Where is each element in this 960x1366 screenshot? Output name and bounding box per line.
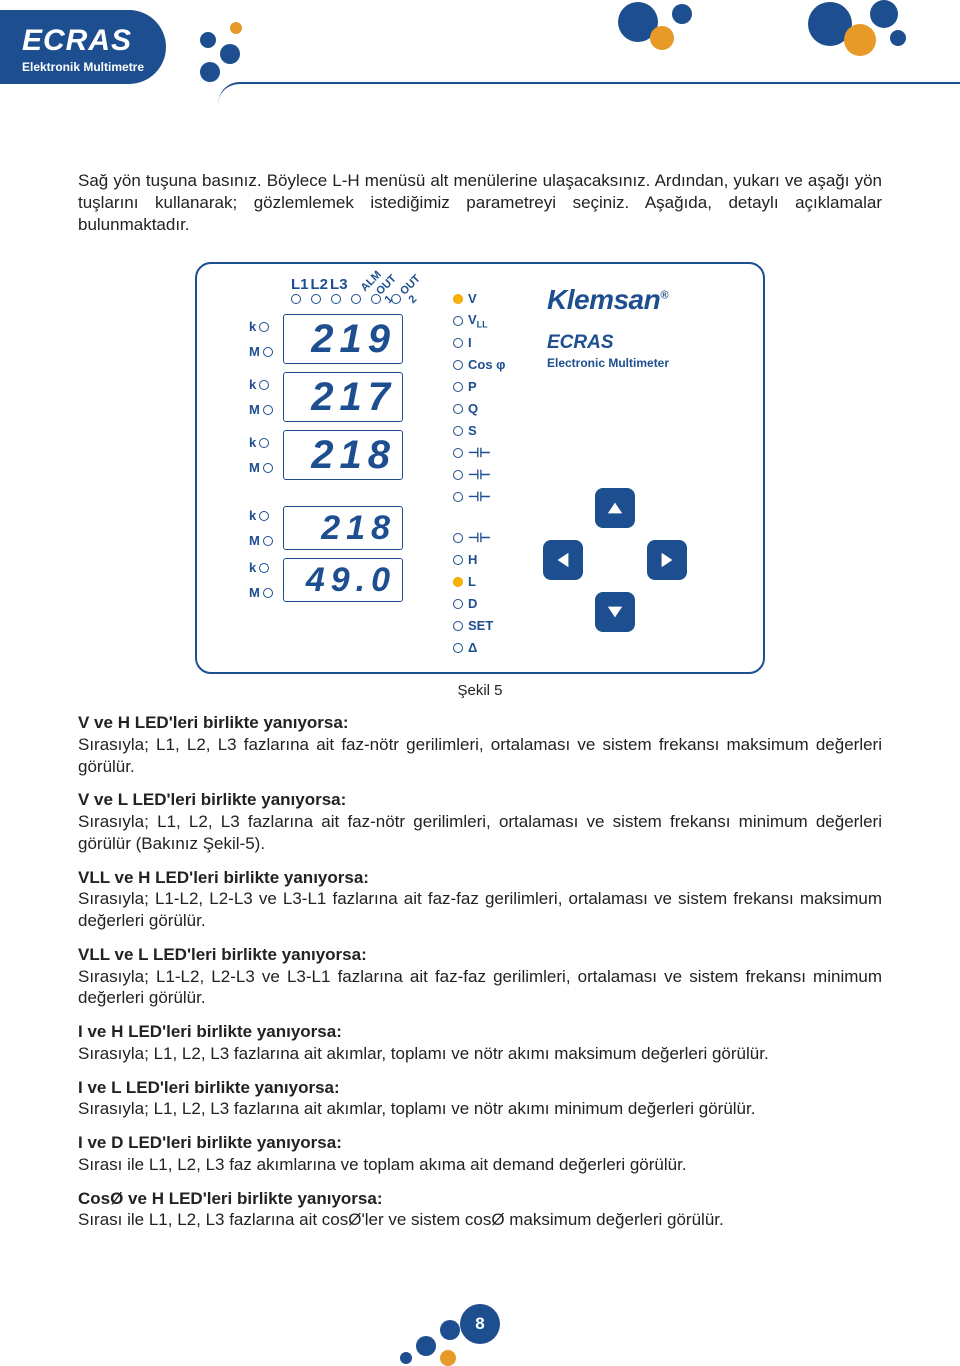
decor-dot bbox=[200, 32, 216, 48]
header-divider bbox=[218, 82, 960, 104]
section-paragraph: I ve D LED'leri birlikte yanıyorsa:Sıras… bbox=[78, 1132, 882, 1176]
section-title: V ve L LED'leri birlikte yanıyorsa: bbox=[78, 790, 346, 809]
decor-dot bbox=[220, 44, 240, 64]
indicator: ⊣⊢ bbox=[453, 488, 505, 505]
decor-dot bbox=[400, 1352, 412, 1364]
decor-dot bbox=[440, 1320, 460, 1340]
section-paragraph: VLL ve L LED'leri birlikte yanıyorsa:Sır… bbox=[78, 944, 882, 1009]
brand-subtitle: Electronic Multimeter bbox=[547, 356, 737, 370]
indicator: ⊣⊢ bbox=[453, 529, 505, 546]
decor-dot bbox=[870, 0, 898, 28]
indicator: Δ bbox=[453, 639, 505, 656]
logo-subtitle: Elektronik Multimetre bbox=[22, 60, 144, 74]
indicator: VLL bbox=[453, 312, 505, 329]
led-indicator bbox=[351, 294, 361, 304]
decor-dot bbox=[650, 26, 674, 50]
section-title: V ve H LED'leri birlikte yanıyorsa: bbox=[78, 713, 348, 732]
m-marker: M bbox=[249, 533, 273, 548]
logo-block: ECRAS Elektronik Multimetre bbox=[0, 10, 166, 84]
decor-dot bbox=[230, 22, 242, 34]
decor-dot bbox=[672, 4, 692, 24]
decor-dot bbox=[890, 30, 906, 46]
seven-segment-display: 218 bbox=[283, 506, 403, 550]
multimeter-panel: L1 L2 L3 ALM OUT 1 OUT 2 k M 219 k M 217… bbox=[195, 262, 765, 674]
device-figure: L1 L2 L3 ALM OUT 1 OUT 2 k M 219 k M 217… bbox=[195, 262, 765, 699]
section-title: VLL ve H LED'leri birlikte yanıyorsa: bbox=[78, 868, 369, 887]
phase-l2: L2 bbox=[311, 276, 329, 293]
page-number: 8 bbox=[460, 1304, 500, 1344]
seven-segment-display: 49.0 bbox=[283, 558, 403, 602]
content-sections: V ve H LED'leri birlikte yanıyorsa:Sıras… bbox=[78, 712, 882, 1243]
section-paragraph: I ve L LED'leri birlikte yanıyorsa:Sıras… bbox=[78, 1077, 882, 1121]
brand-area: Klemsan® ECRAS Electronic Multimeter bbox=[547, 284, 737, 370]
top-led-row bbox=[291, 294, 401, 304]
indicator: P bbox=[453, 378, 505, 395]
left-button[interactable] bbox=[543, 540, 583, 580]
down-button[interactable] bbox=[595, 592, 635, 632]
section-title: I ve D LED'leri birlikte yanıyorsa: bbox=[78, 1133, 342, 1152]
indicator: L bbox=[453, 573, 505, 590]
section-paragraph: CosØ ve H LED'leri birlikte yanıyorsa:Sı… bbox=[78, 1188, 882, 1232]
right-button[interactable] bbox=[647, 540, 687, 580]
decor-dot bbox=[440, 1350, 456, 1366]
decor-dot bbox=[844, 24, 876, 56]
m-marker: M bbox=[249, 460, 273, 475]
k-marker: k bbox=[249, 435, 273, 450]
phase-l1: L1 bbox=[291, 276, 309, 293]
indicator: ⊣⊢ bbox=[453, 444, 505, 461]
decor-dot bbox=[416, 1336, 436, 1356]
intro-paragraph: Sağ yön tuşuna basınız. Böylece L-H menü… bbox=[78, 170, 882, 236]
k-marker: k bbox=[249, 377, 273, 392]
section-title: CosØ ve H LED'leri birlikte yanıyorsa: bbox=[78, 1189, 382, 1208]
display-row: k M 49.0 bbox=[283, 554, 403, 606]
indicator: SET bbox=[453, 617, 505, 634]
indicator: ⊣⊢ bbox=[453, 466, 505, 483]
brand-ecras: ECRAS bbox=[547, 332, 737, 354]
led-indicator bbox=[331, 294, 341, 304]
led-indicator bbox=[311, 294, 321, 304]
indicator: I bbox=[453, 334, 505, 351]
led-indicator bbox=[291, 294, 301, 304]
indicator: H bbox=[453, 551, 505, 568]
section-title: I ve H LED'leri birlikte yanıyorsa: bbox=[78, 1022, 342, 1041]
phase-labels: L1 L2 L3 bbox=[291, 276, 348, 293]
decor-dot bbox=[200, 62, 220, 82]
k-marker: k bbox=[249, 508, 273, 523]
led-indicator bbox=[371, 294, 381, 304]
display-row: k M 218 bbox=[283, 426, 403, 484]
indicator: Q bbox=[453, 400, 505, 417]
section-paragraph: VLL ve H LED'leri birlikte yanıyorsa:Sır… bbox=[78, 867, 882, 932]
seven-segment-display: 217 bbox=[283, 372, 403, 422]
seven-segment-display: 218 bbox=[283, 430, 403, 480]
section-paragraph: I ve H LED'leri birlikte yanıyorsa:Sıras… bbox=[78, 1021, 882, 1065]
nav-buttons bbox=[543, 488, 687, 632]
display-row: k M 218 bbox=[283, 502, 403, 554]
m-marker: M bbox=[249, 344, 273, 359]
display-stack: k M 219 k M 217 k M 218 k M 218 k M 49.0 bbox=[283, 310, 403, 606]
led-indicator bbox=[391, 294, 401, 304]
section-paragraph: V ve H LED'leri birlikte yanıyorsa:Sıras… bbox=[78, 712, 882, 777]
k-marker: k bbox=[249, 319, 273, 334]
section-title: VLL ve L LED'leri birlikte yanıyorsa: bbox=[78, 945, 367, 964]
display-row: k M 217 bbox=[283, 368, 403, 426]
indicator-column: V VLL I Cos φ PQS ⊣⊢ ⊣⊢ ⊣⊢ ⊣⊢ HLD SET Δ bbox=[453, 290, 505, 656]
m-marker: M bbox=[249, 402, 273, 417]
display-row: k M 219 bbox=[283, 310, 403, 368]
logo-text: ECRAS bbox=[22, 24, 144, 58]
section-paragraph: V ve L LED'leri birlikte yanıyorsa:Sıras… bbox=[78, 789, 882, 854]
seven-segment-display: 219 bbox=[283, 314, 403, 364]
indicator: Cos φ bbox=[453, 356, 505, 373]
page-header: ECRAS Elektronik Multimetre bbox=[0, 0, 960, 110]
up-button[interactable] bbox=[595, 488, 635, 528]
k-marker: k bbox=[249, 560, 273, 575]
indicator: V bbox=[453, 290, 505, 307]
indicator: D bbox=[453, 595, 505, 612]
indicator: S bbox=[453, 422, 505, 439]
section-title: I ve L LED'leri birlikte yanıyorsa: bbox=[78, 1078, 340, 1097]
figure-caption: Şekil 5 bbox=[195, 682, 765, 699]
phase-l3: L3 bbox=[330, 276, 348, 293]
m-marker: M bbox=[249, 585, 273, 600]
brand-klemsan: Klemsan® bbox=[547, 284, 737, 316]
